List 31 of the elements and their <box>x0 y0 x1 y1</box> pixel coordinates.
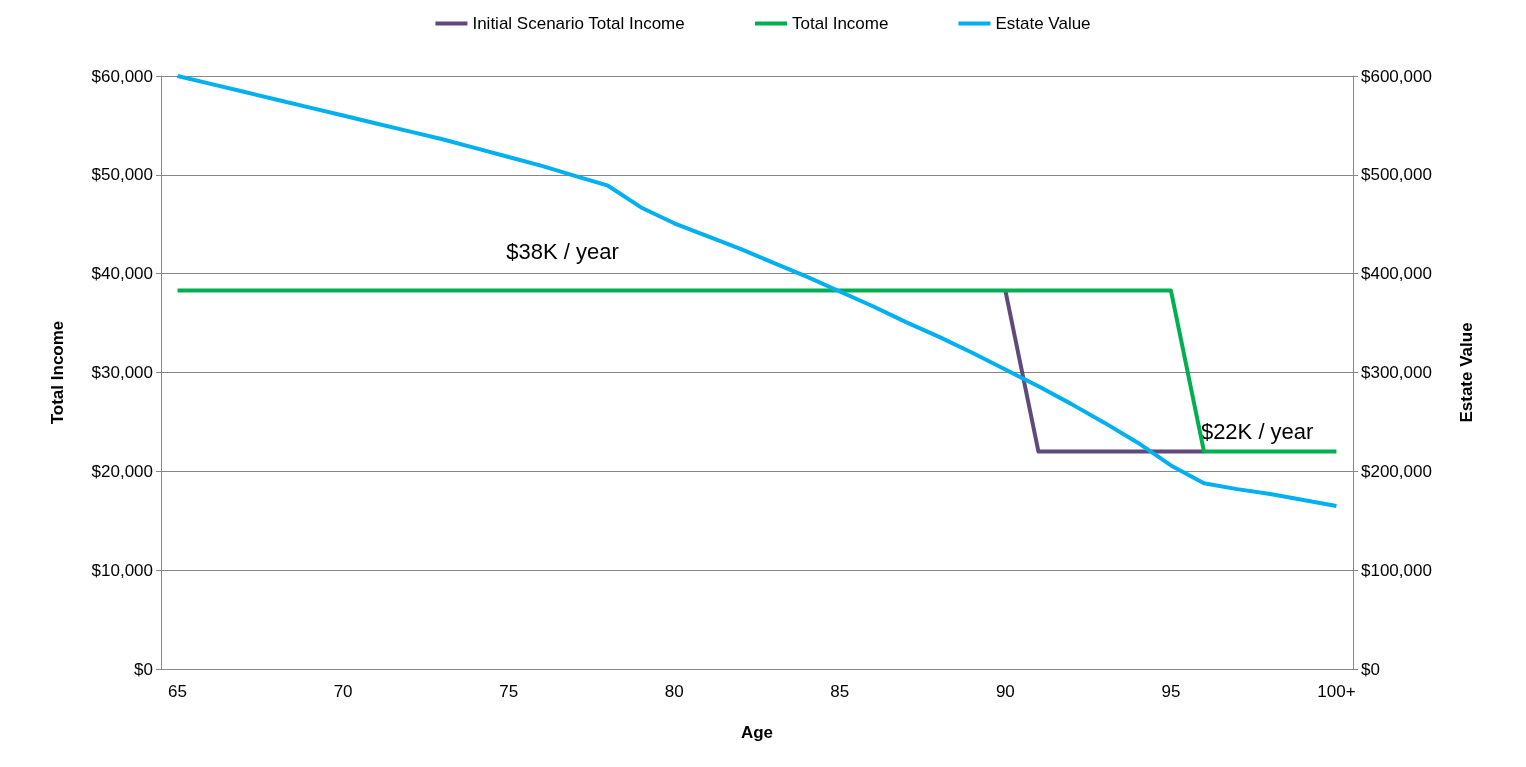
x-tick-label: 85 <box>830 682 850 701</box>
x-tick-label: 100+ <box>1317 682 1356 701</box>
y2-tick-label: $0 <box>1361 659 1380 679</box>
y-tick-label: $50,000 <box>91 165 153 185</box>
x-tick-label: 90 <box>995 682 1015 701</box>
x-axis-title: Age <box>740 723 774 742</box>
y2-tick-label: $500,000 <box>1361 165 1432 185</box>
annotation: $22K / year <box>1200 419 1314 444</box>
y2-axis-title: Estate Value <box>1457 322 1476 423</box>
x-tick-label: 75 <box>499 682 519 701</box>
annotation: $38K / year <box>506 239 619 264</box>
y-axis-title: Total Income <box>48 320 67 425</box>
legend-label: Total Income <box>792 14 889 33</box>
y2-tick-label: $300,000 <box>1361 363 1432 382</box>
legend-label: Initial Scenario Total Income <box>472 14 685 33</box>
y2-tick-label: $100,000 <box>1361 560 1432 580</box>
legend-label: Estate Value <box>995 14 1091 33</box>
y-tick-label: $10,000 <box>91 560 153 580</box>
y-tick-label: $30,000 <box>91 363 153 382</box>
y-tick-label: $60,000 <box>91 66 153 86</box>
line-series <box>175 74 1339 508</box>
y2-tick-label: $200,000 <box>1361 461 1432 481</box>
y-tick-label: $0 <box>134 659 153 679</box>
x-tick-label: 70 <box>333 682 353 701</box>
x-tick-label: 65 <box>168 682 188 701</box>
y2-tick-label: $600,000 <box>1361 66 1432 86</box>
x-tick-label: 80 <box>664 682 684 701</box>
y2-tick-label: $400,000 <box>1361 264 1432 284</box>
y-tick-label: $40,000 <box>91 264 153 284</box>
x-tick-label: 95 <box>1161 682 1181 701</box>
y-tick-label: $20,000 <box>91 461 153 481</box>
